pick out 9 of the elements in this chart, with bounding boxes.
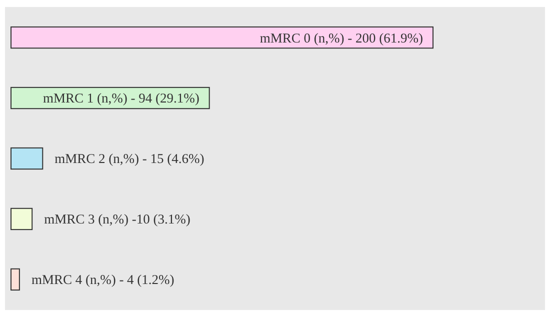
bar <box>10 208 33 230</box>
bar <box>10 147 44 170</box>
y-tick-label: mMRC 2 (n,%) - 15 (4.6%) <box>54 151 204 166</box>
y-tick-label: mMRC 3 (n,%) -10 (3.1%) <box>44 212 190 227</box>
y-tick-label: mMRC 1 (n,%) - 94 (29.1%) <box>42 90 200 106</box>
y-tick-label: mMRC 0 (n,%) - 200 (61.9%) <box>260 30 423 46</box>
y-tick-label: mMRC 4 (n,%) - 4 (1.2%) <box>31 272 174 288</box>
bar <box>10 268 20 291</box>
bar <box>10 26 434 49</box>
